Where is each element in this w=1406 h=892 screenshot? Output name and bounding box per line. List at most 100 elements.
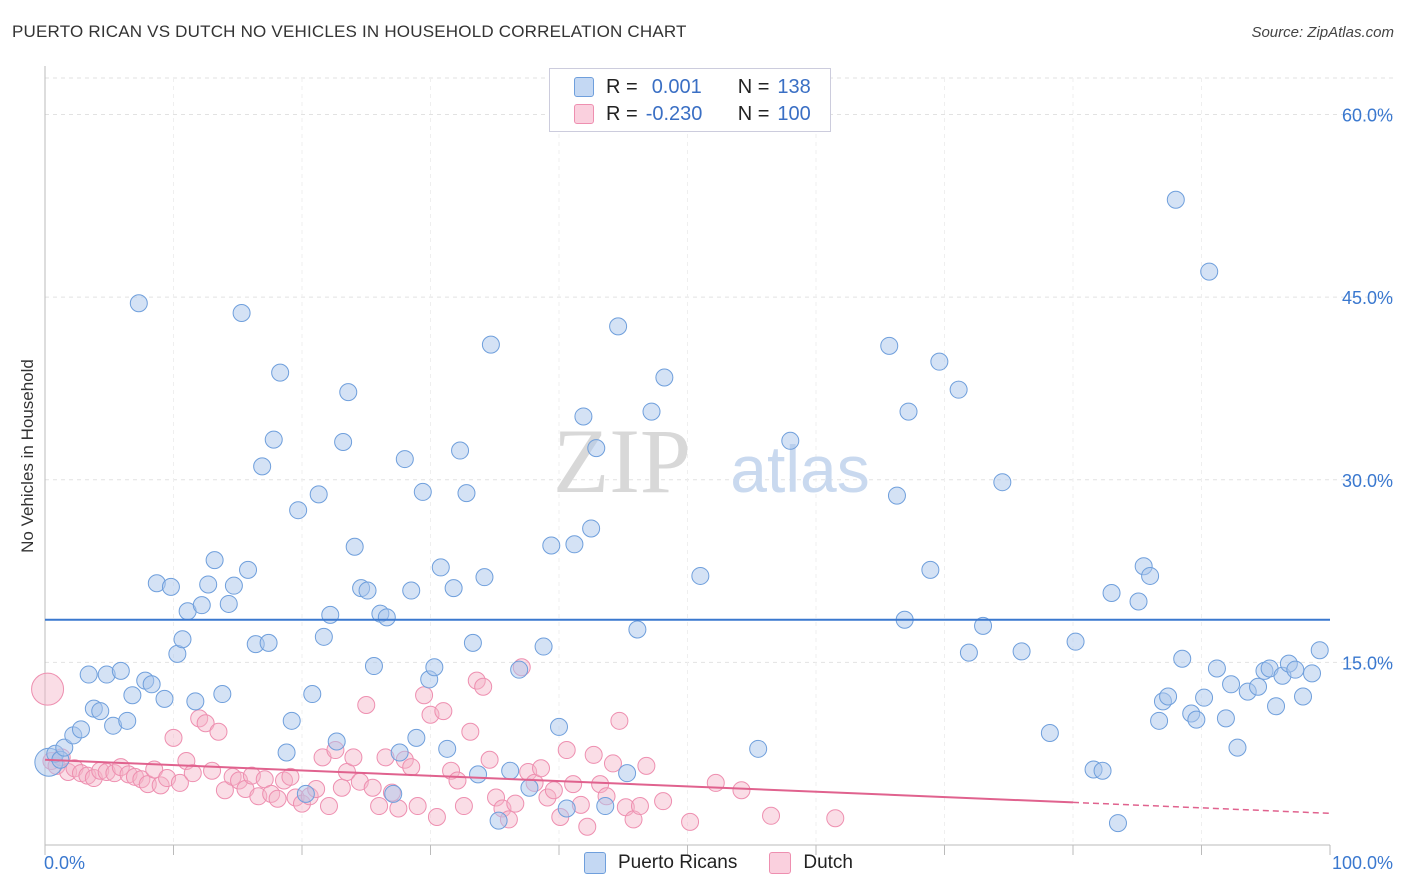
legend-n-label: N = xyxy=(737,75,770,98)
puerto-rican-point xyxy=(161,577,180,596)
x-tick-label: 0.0% xyxy=(44,853,85,873)
dutch-point xyxy=(681,812,700,831)
puerto-rican-point xyxy=(334,433,353,452)
puerto-rican-point xyxy=(582,519,601,538)
dutch-point xyxy=(363,778,382,797)
puerto-rican-point xyxy=(303,685,322,704)
puerto-rican-point xyxy=(574,407,593,426)
puerto-rican-point xyxy=(407,728,426,747)
dutch-point xyxy=(487,788,506,807)
puerto-rican-point xyxy=(899,402,918,421)
tick-labels: 15.0% 30.0% 45.0% 60.0% 0.0% 100.0% xyxy=(44,106,1393,873)
dutch-point xyxy=(97,762,116,781)
dutch-point xyxy=(564,775,583,794)
puerto-rican-point xyxy=(469,765,488,784)
puerto-rican-point xyxy=(749,739,768,758)
puerto-rican-point xyxy=(118,711,137,730)
dutch-point xyxy=(209,722,228,741)
puerto-rican-point xyxy=(224,576,243,595)
puerto-rican-point xyxy=(959,643,978,662)
puerto-rican-point xyxy=(314,627,333,646)
puerto-rican-point xyxy=(1093,761,1112,780)
puerto-rican-point xyxy=(930,352,949,371)
puerto-rican-point xyxy=(1303,664,1322,683)
puerto-rican-point xyxy=(1207,659,1226,678)
x-tick-label: 100.0% xyxy=(1332,853,1393,873)
dutch-point xyxy=(442,761,461,780)
puerto-rican-point xyxy=(339,383,358,402)
puerto-rican-point xyxy=(880,336,899,355)
puerto-rican-point xyxy=(974,616,993,635)
puerto-rican-point xyxy=(321,605,340,624)
puerto-rican-point xyxy=(1200,262,1219,281)
dutch-point xyxy=(732,781,751,800)
puerto-rican-point xyxy=(79,665,98,684)
dutch-point xyxy=(332,778,351,797)
puerto-rican-point xyxy=(534,637,553,656)
puerto-rican-point xyxy=(155,689,174,708)
puerto-rican-point xyxy=(451,441,470,460)
dutch-point xyxy=(630,797,649,816)
dutch-point xyxy=(474,677,493,696)
puerto-rican-point xyxy=(271,363,290,382)
puerto-rican-point xyxy=(1173,649,1192,668)
stats-legend: R = 0.001 N = 138 R = -0.230 N = 100 xyxy=(549,68,831,132)
dutch-trend-line xyxy=(44,758,1074,804)
dutch-point xyxy=(408,797,427,816)
legend-r-value: -0.230 xyxy=(645,102,703,125)
series-legend: Puerto Ricans Dutch xyxy=(584,852,885,874)
puerto-rican-point xyxy=(1249,677,1268,696)
puerto-rican-point xyxy=(557,799,576,818)
legend-swatch-pink xyxy=(769,852,792,874)
puerto-rican-point xyxy=(921,560,940,579)
puerto-rican-point xyxy=(71,720,90,739)
puerto-rican-point xyxy=(358,581,377,600)
puerto-rican-point xyxy=(296,784,315,803)
puerto-rican-point xyxy=(1286,660,1305,679)
dutch-point xyxy=(183,764,202,783)
puerto-rican-point xyxy=(781,431,800,450)
puerto-rican-point xyxy=(691,566,710,585)
puerto-rican-point xyxy=(289,501,308,520)
puerto-rican-point xyxy=(1040,723,1059,742)
puerto-rican-point xyxy=(192,596,211,615)
puerto-rican-point xyxy=(1012,642,1031,661)
puerto-rican-point xyxy=(91,702,110,721)
puerto-rican-point xyxy=(309,485,328,504)
legend-row-dutch: R = -0.230 N = 100 xyxy=(574,101,811,127)
dutch-point xyxy=(164,728,183,747)
puerto-rican-point xyxy=(277,743,296,762)
puerto-rican-point xyxy=(618,764,637,783)
legend-r-label: R = xyxy=(606,75,638,98)
dutch-point xyxy=(415,686,434,705)
puerto-rican-point xyxy=(1195,688,1214,707)
puerto-rican-point xyxy=(425,658,444,677)
puerto-rican-point xyxy=(642,402,661,421)
puerto-rican-point xyxy=(264,430,283,449)
puerto-rican-point xyxy=(949,380,968,399)
y-tick-label: 45.0% xyxy=(1342,288,1393,308)
source-label: Source: ZipAtlas.com xyxy=(1251,24,1394,41)
puerto-rican-point xyxy=(481,335,500,354)
dutch-point xyxy=(215,781,234,800)
axes xyxy=(44,66,1331,855)
watermark-atlas: atlas xyxy=(730,432,869,506)
puerto-rican-point xyxy=(1150,711,1169,730)
dutch-point xyxy=(654,792,673,811)
puerto-rican-point xyxy=(402,581,421,600)
legend-label-puerto-ricans: Puerto Ricans xyxy=(618,852,738,873)
legend-n-value: 100 xyxy=(777,102,811,125)
legend-r-label: R = xyxy=(606,102,638,125)
dutch-point xyxy=(151,776,170,795)
puerto-rican-point xyxy=(1108,814,1127,833)
puerto-rican-point xyxy=(232,303,251,322)
puerto-rican-point xyxy=(1102,583,1121,602)
legend-item-puerto-ricans: Puerto Ricans xyxy=(584,852,737,874)
puerto-rican-point xyxy=(1294,687,1313,706)
dutch-point xyxy=(448,771,467,790)
y-tick-label: 15.0% xyxy=(1342,653,1393,673)
dutch-point xyxy=(637,756,656,775)
trend-lines xyxy=(44,618,1331,815)
dutch-point xyxy=(826,809,845,828)
